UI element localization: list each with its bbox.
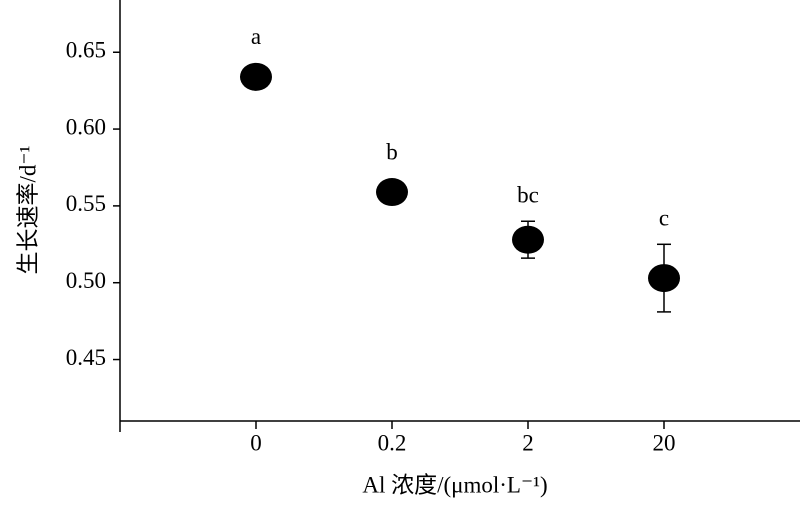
x-tick-label: 2: [522, 430, 534, 455]
significance-label: c: [659, 206, 669, 231]
y-tick-label: 0.60: [66, 114, 106, 139]
dot: [648, 264, 680, 293]
y-axis-label: 生长速率/d⁻¹: [15, 145, 40, 274]
y-tick-label: 0.65: [66, 38, 106, 63]
y-tick-label: 0.50: [66, 268, 106, 293]
x-axis-label: Al 浓度/(μmol·L⁻¹): [362, 472, 547, 497]
significance-label: a: [251, 24, 261, 49]
significance-label: bc: [517, 183, 539, 208]
x-tick-label: 0.2: [378, 430, 407, 455]
x-tick-label: 0: [250, 430, 262, 455]
y-tick-label: 0.45: [66, 345, 106, 370]
dot: [376, 178, 408, 207]
significance-label: b: [386, 139, 398, 164]
dot: [240, 62, 272, 91]
dot: [512, 225, 544, 254]
x-tick-label: 20: [653, 430, 676, 455]
y-tick-label: 0.55: [66, 191, 106, 216]
